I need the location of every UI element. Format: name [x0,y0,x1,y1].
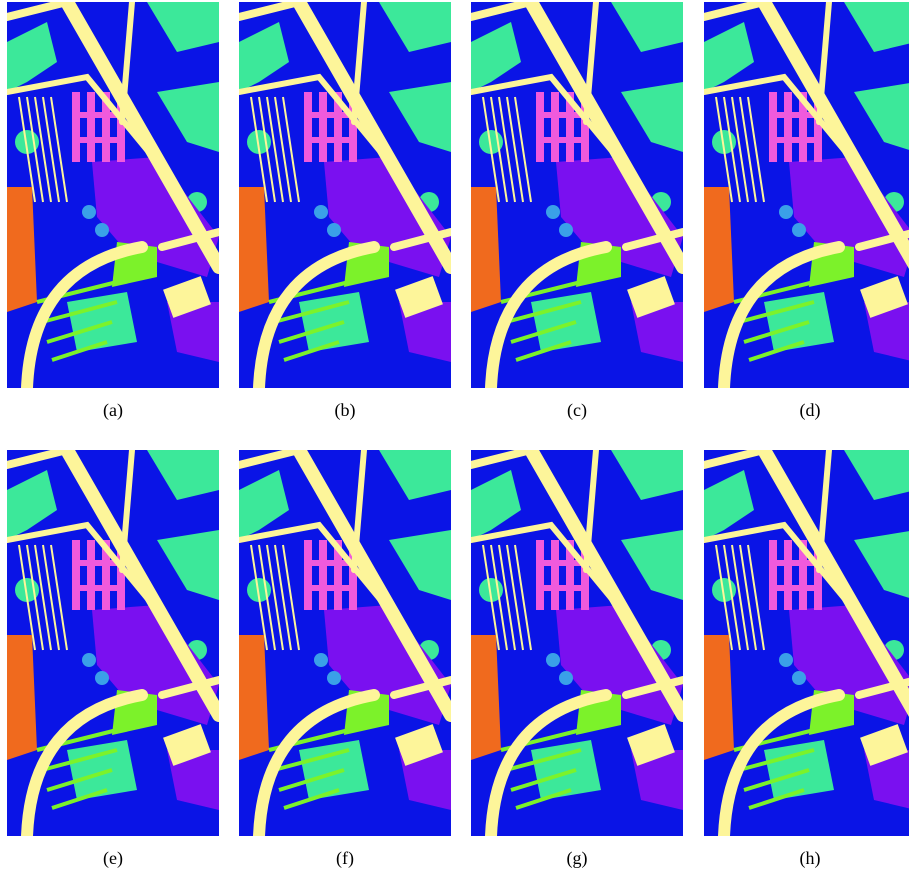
classification-map [7,2,219,388]
panel-caption: (e) [103,848,123,869]
figure: (a) (b) (c) (d) (e) (f) (g) (h) [0,0,909,874]
panel-caption: (a) [103,400,123,421]
classification-map [239,2,451,388]
panel-caption: (b) [335,400,356,421]
classification-map [704,2,909,388]
panel-caption: (c) [567,400,587,421]
panel-caption: (h) [800,848,821,869]
panel-caption: (d) [800,400,821,421]
classification-map [704,450,909,836]
panel-caption: (f) [336,848,354,869]
classification-map [7,450,219,836]
classification-map [471,2,683,388]
page: {"panels": [{"caption": "(a)"}, {"captio… [0,0,909,874]
classification-map [471,450,683,836]
panel-caption: (g) [567,848,588,869]
classification-map [239,450,451,836]
